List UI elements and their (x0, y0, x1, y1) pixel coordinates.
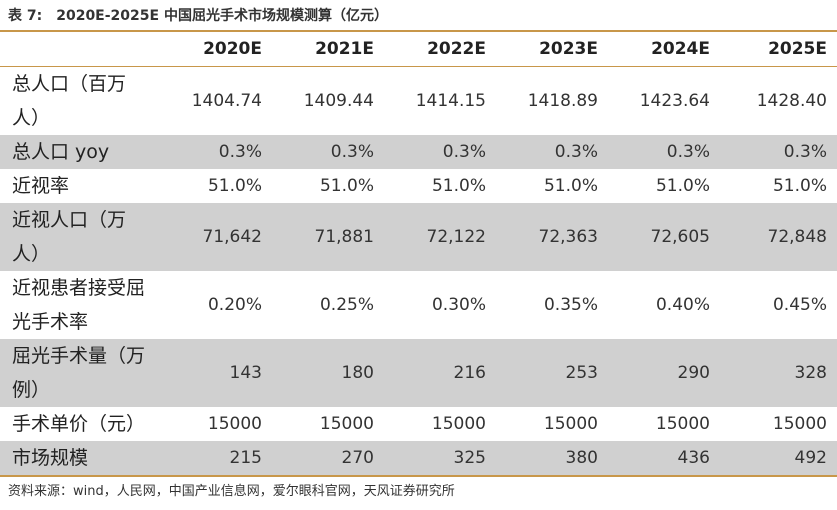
row-label: 总人口（百万人） (0, 67, 160, 136)
table-cell: 72,848 (720, 203, 837, 271)
top-rule (0, 30, 837, 32)
table-cell: 253 (496, 339, 608, 407)
table-cell: 328 (720, 339, 837, 407)
row-label: 总人口 yoy (0, 135, 160, 169)
table-cell: 1409.44 (303, 91, 374, 111)
header-year-2020: 2020E (160, 32, 272, 67)
row-label-text: 近视率 (12, 175, 70, 197)
table-cell: 15000 (543, 414, 598, 434)
row-label-text: 近视患者接受屈光手术率 (12, 277, 146, 333)
table-cell: 0.20% (207, 295, 262, 315)
table-cell: 1414.15 (415, 91, 486, 111)
table-cell: 51.0% (431, 176, 486, 196)
table-cell: 143 (160, 339, 272, 407)
table-row: 近视患者接受屈光手术率 0.20% 0.25% 0.30% 0.35% 0.40… (0, 271, 837, 339)
table-cell: 1418.89 (527, 91, 598, 111)
table-cell: 51.0% (319, 176, 374, 196)
table-cell: 1428.40 (756, 91, 827, 111)
table-cell: 51.0% (772, 176, 827, 196)
table-cell: 1423.64 (639, 91, 710, 111)
table-cell: 72,122 (384, 203, 496, 271)
table-cell: 51.0% (207, 176, 262, 196)
table-cell: 216 (384, 339, 496, 407)
table-cell: 270 (272, 441, 384, 477)
table-cell: 436 (608, 441, 720, 477)
table-cell: 0.45% (772, 295, 827, 315)
row-label-text: 近视人口（万人） (12, 209, 127, 265)
table-cell: 15000 (772, 414, 827, 434)
table-cell: 0.3% (160, 135, 272, 169)
table-cell: 71,881 (272, 203, 384, 271)
table-caption: 表 7: 2020E-2025E 中国屈光手术市场规模测算（亿元） (8, 4, 388, 28)
table-cell: 0.3% (272, 135, 384, 169)
table-row: 市场规模 215 270 325 380 436 492 (0, 441, 837, 477)
table-cell: 380 (496, 441, 608, 477)
table-row: 总人口 yoy 0.3% 0.3% 0.3% 0.3% 0.3% 0.3% (0, 135, 837, 169)
table-cell: 1404.74 (191, 91, 262, 111)
table-cell: 15000 (431, 414, 486, 434)
row-label: 市场规模 (0, 441, 160, 477)
row-label-text: 总人口（百万人） (12, 73, 127, 129)
row-label-text: 手术单价（元） (12, 413, 146, 435)
table-cell: 0.25% (319, 295, 374, 315)
table-cell: 0.3% (608, 135, 720, 169)
table-cell: 72,605 (608, 203, 720, 271)
table-cell: 51.0% (543, 176, 598, 196)
table-cell: 0.40% (655, 295, 710, 315)
table-cell: 215 (160, 441, 272, 477)
row-label-text: 市场规模 (12, 447, 89, 469)
source-note: 资料来源：wind，人民网，中国产业信息网，爱尔眼科官网，天风证券研究所 (8, 484, 455, 499)
caption-title: 2020E-2025E 中国屈光手术市场规模测算（亿元） (56, 8, 388, 24)
row-label: 屈光手术量（万例） (0, 339, 160, 407)
table-cell: 325 (384, 441, 496, 477)
table-cell: 0.3% (384, 135, 496, 169)
table-row: 屈光手术量（万例） 143 180 216 253 290 328 (0, 339, 837, 407)
table-row: 手术单价（元） 15000 15000 15000 15000 15000 15… (0, 407, 837, 441)
table-cell: 15000 (207, 414, 262, 434)
caption-label: 表 7: (8, 8, 43, 24)
header-row: 2020E 2021E 2022E 2023E 2024E 2025E (0, 32, 837, 67)
row-label-text: 屈光手术量（万例） (12, 345, 146, 401)
table-cell: 0.3% (496, 135, 608, 169)
header-year-2021: 2021E (272, 32, 384, 67)
market-size-table: 2020E 2021E 2022E 2023E 2024E 2025E 总人口（… (0, 32, 837, 477)
table-cell: 0.35% (543, 295, 598, 315)
table-cell: 492 (720, 441, 837, 477)
table-cell: 71,642 (160, 203, 272, 271)
header-year-2023: 2023E (496, 32, 608, 67)
header-year-2022: 2022E (384, 32, 496, 67)
table-row: 总人口（百万人） 1404.74 1409.44 1414.15 1418.89… (0, 67, 837, 136)
table-cell: 180 (272, 339, 384, 407)
row-label: 手术单价（元） (0, 407, 160, 441)
header-year-2024: 2024E (608, 32, 720, 67)
table-row: 近视人口（万人） 71,642 71,881 72,122 72,363 72,… (0, 203, 837, 271)
table-cell: 15000 (655, 414, 710, 434)
table-cell: 15000 (319, 414, 374, 434)
table-row: 近视率 51.0% 51.0% 51.0% 51.0% 51.0% 51.0% (0, 169, 837, 203)
table-cell: 72,363 (496, 203, 608, 271)
table-cell: 0.30% (431, 295, 486, 315)
table-cell: 0.3% (720, 135, 837, 169)
header-corner (0, 32, 160, 67)
header-year-2025: 2025E (720, 32, 837, 67)
table-cell: 290 (608, 339, 720, 407)
row-label-text: 总人口 yoy (12, 141, 110, 163)
row-label: 近视患者接受屈光手术率 (0, 271, 160, 339)
row-label: 近视人口（万人） (0, 203, 160, 271)
row-label: 近视率 (0, 169, 160, 203)
table-cell: 51.0% (655, 176, 710, 196)
